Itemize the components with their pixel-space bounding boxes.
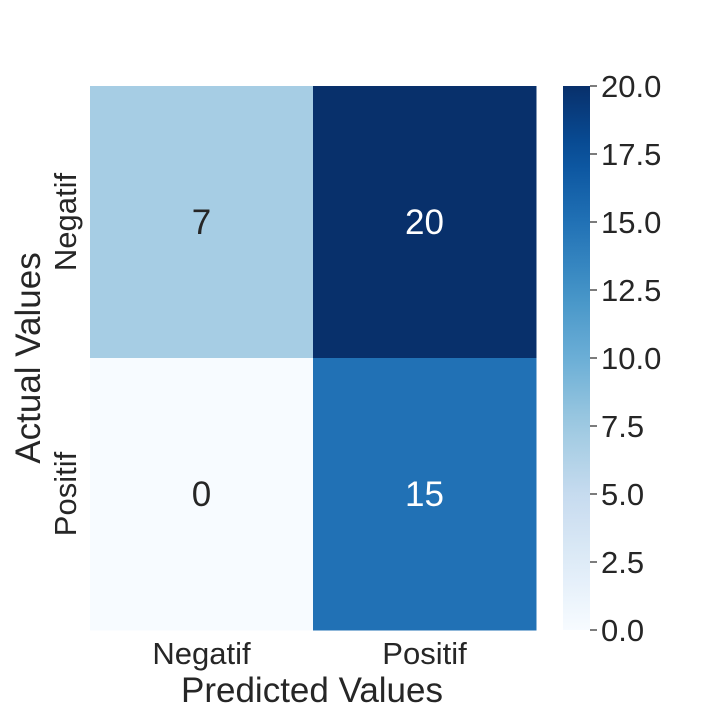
x-tick-labels: Negatif Positif [152,636,467,671]
colorbar-tick-label: 7.5 [601,409,644,444]
cell-value-label: 7 [192,203,211,242]
cell-value-label: 0 [192,475,211,514]
colorbar-tick-label: 20.0 [601,69,661,104]
colorbar-tick-label: 10.0 [601,341,661,376]
colorbar-tick-label: 0.0 [601,613,644,648]
heatmap-cell [90,358,314,631]
y-tick-label: Negatif [48,173,83,272]
colorbar-tick-label: 12.5 [601,273,661,308]
heatmap-cell [90,86,314,359]
cell-annotations: 7 20 0 15 [192,203,444,514]
x-tick-label: Positif [382,636,467,671]
cell-value-label: 20 [405,203,444,242]
y-axis-label: Actual Values [9,252,48,463]
heatmap-cells [90,86,537,631]
colorbar-tick-label: 17.5 [601,137,661,172]
colorbar-gradient [563,86,590,630]
y-tick-labels: Negatif Positif [48,173,83,537]
colorbar-tick-label: 5.0 [601,477,644,512]
cell-value-label: 15 [405,475,444,514]
x-axis-label: Predicted Values [181,671,443,710]
heatmap-cell [313,86,537,359]
colorbar-tick-label: 15.0 [601,205,661,240]
x-tick-label: Negatif [152,636,251,671]
y-tick-label: Positif [48,451,83,536]
colorbar-tick-label: 2.5 [601,545,644,580]
heatmap-cell [313,358,537,631]
colorbar: 0.0 2.5 5.0 7.5 10.0 12.5 15.0 17.5 20.0 [563,69,661,648]
